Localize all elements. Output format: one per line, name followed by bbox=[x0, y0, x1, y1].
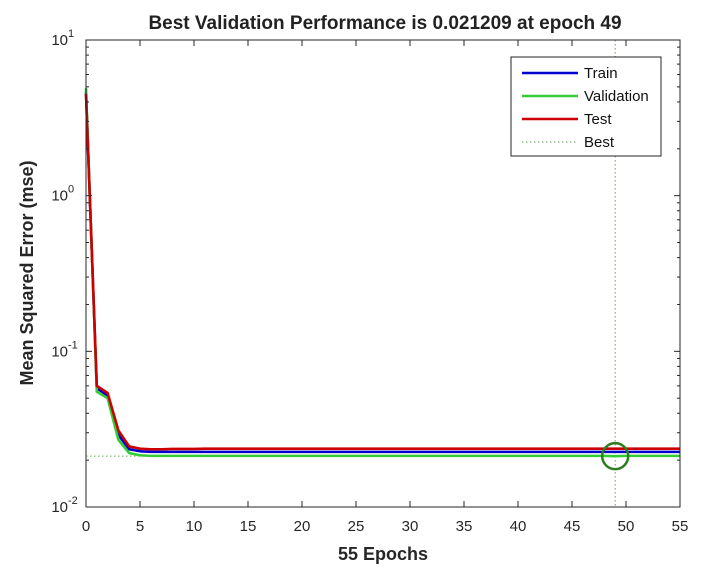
legend-label-train: Train bbox=[584, 65, 618, 82]
x-tick-label: 40 bbox=[510, 518, 527, 535]
legend: Train Validation Test Best bbox=[510, 56, 662, 157]
series-line-train bbox=[84, 92, 680, 454]
x-tick-label: 15 bbox=[240, 518, 257, 535]
y-tick-exponent: 1 bbox=[68, 28, 74, 40]
y-tick-exponent: 0 bbox=[68, 184, 74, 196]
x-tick-label: 30 bbox=[402, 518, 419, 535]
legend-label-test: Test bbox=[584, 111, 612, 128]
chart-title: Best Validation Performance is 0.021209 … bbox=[148, 13, 621, 34]
x-axis-label: 55 Epochs bbox=[338, 544, 428, 564]
x-tick-label: 25 bbox=[348, 518, 365, 535]
y-tick-label: 10 bbox=[51, 188, 68, 205]
x-tick-label: 0 bbox=[82, 518, 90, 535]
best-point-marker bbox=[600, 441, 630, 471]
legend-label-validation: Validation bbox=[584, 88, 649, 105]
y-tick-label: 10 bbox=[51, 343, 68, 360]
x-tick-label: 10 bbox=[186, 518, 203, 535]
x-tick-label: 50 bbox=[618, 518, 635, 535]
y-tick-exponent: -2 bbox=[68, 495, 78, 507]
x-tick-label: 35 bbox=[456, 518, 473, 535]
series-line-validation bbox=[84, 88, 680, 458]
x-tick-label: 20 bbox=[294, 518, 311, 535]
y-axis-label: Mean Squared Error (mse) bbox=[17, 160, 37, 385]
x-tick-label: 45 bbox=[564, 518, 581, 535]
x-tick-label: 55 bbox=[672, 518, 689, 535]
x-tick-label: 5 bbox=[136, 518, 144, 535]
y-tick-exponent: -1 bbox=[68, 339, 78, 351]
plot-frame bbox=[85, 39, 681, 508]
y-tick-label: 10 bbox=[51, 32, 68, 49]
y-tick-label: 10 bbox=[51, 499, 68, 516]
series-line-test bbox=[84, 93, 680, 451]
series-layer bbox=[84, 40, 680, 507]
legend-label-best: Best bbox=[584, 134, 615, 151]
